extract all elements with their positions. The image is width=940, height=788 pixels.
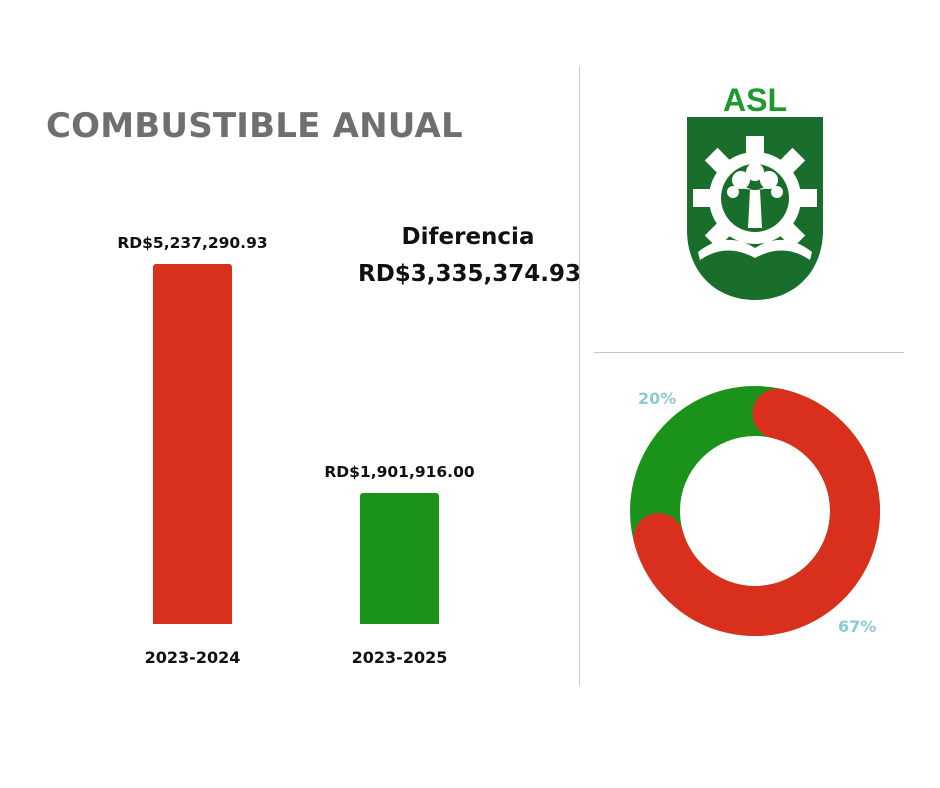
bar-2023-2024 — [153, 264, 232, 624]
donut-label-67: 67% — [838, 617, 877, 636]
tree-icon — [727, 163, 783, 228]
vertical-divider — [579, 66, 580, 686]
category-label-2023-2025: 2023-2025 — [351, 648, 448, 667]
logo-header-band — [687, 81, 823, 117]
bar-value-label-2023-2024: RD$5,237,290.93 — [117, 234, 268, 252]
gear-icon — [693, 136, 817, 249]
logo-text: ASL — [723, 82, 787, 118]
bar-2023-2025 — [360, 493, 439, 624]
donut-label-20: 20% — [638, 389, 677, 408]
page-title: COMBUSTIBLE ANUAL — [46, 106, 463, 146]
logo-hills — [698, 239, 812, 260]
donut-chart — [630, 386, 880, 636]
bar-value-label-2023-2025: RD$1,901,916.00 — [324, 463, 475, 482]
difference-value: RD$3,335,374.93 — [358, 261, 582, 287]
category-label-2023-2024: 2023-2024 — [144, 648, 241, 667]
difference-label: Diferencia — [401, 224, 535, 250]
donut-segment-red — [630, 386, 880, 636]
asl-logo: ASL — [687, 81, 823, 300]
horizontal-divider — [594, 352, 904, 353]
